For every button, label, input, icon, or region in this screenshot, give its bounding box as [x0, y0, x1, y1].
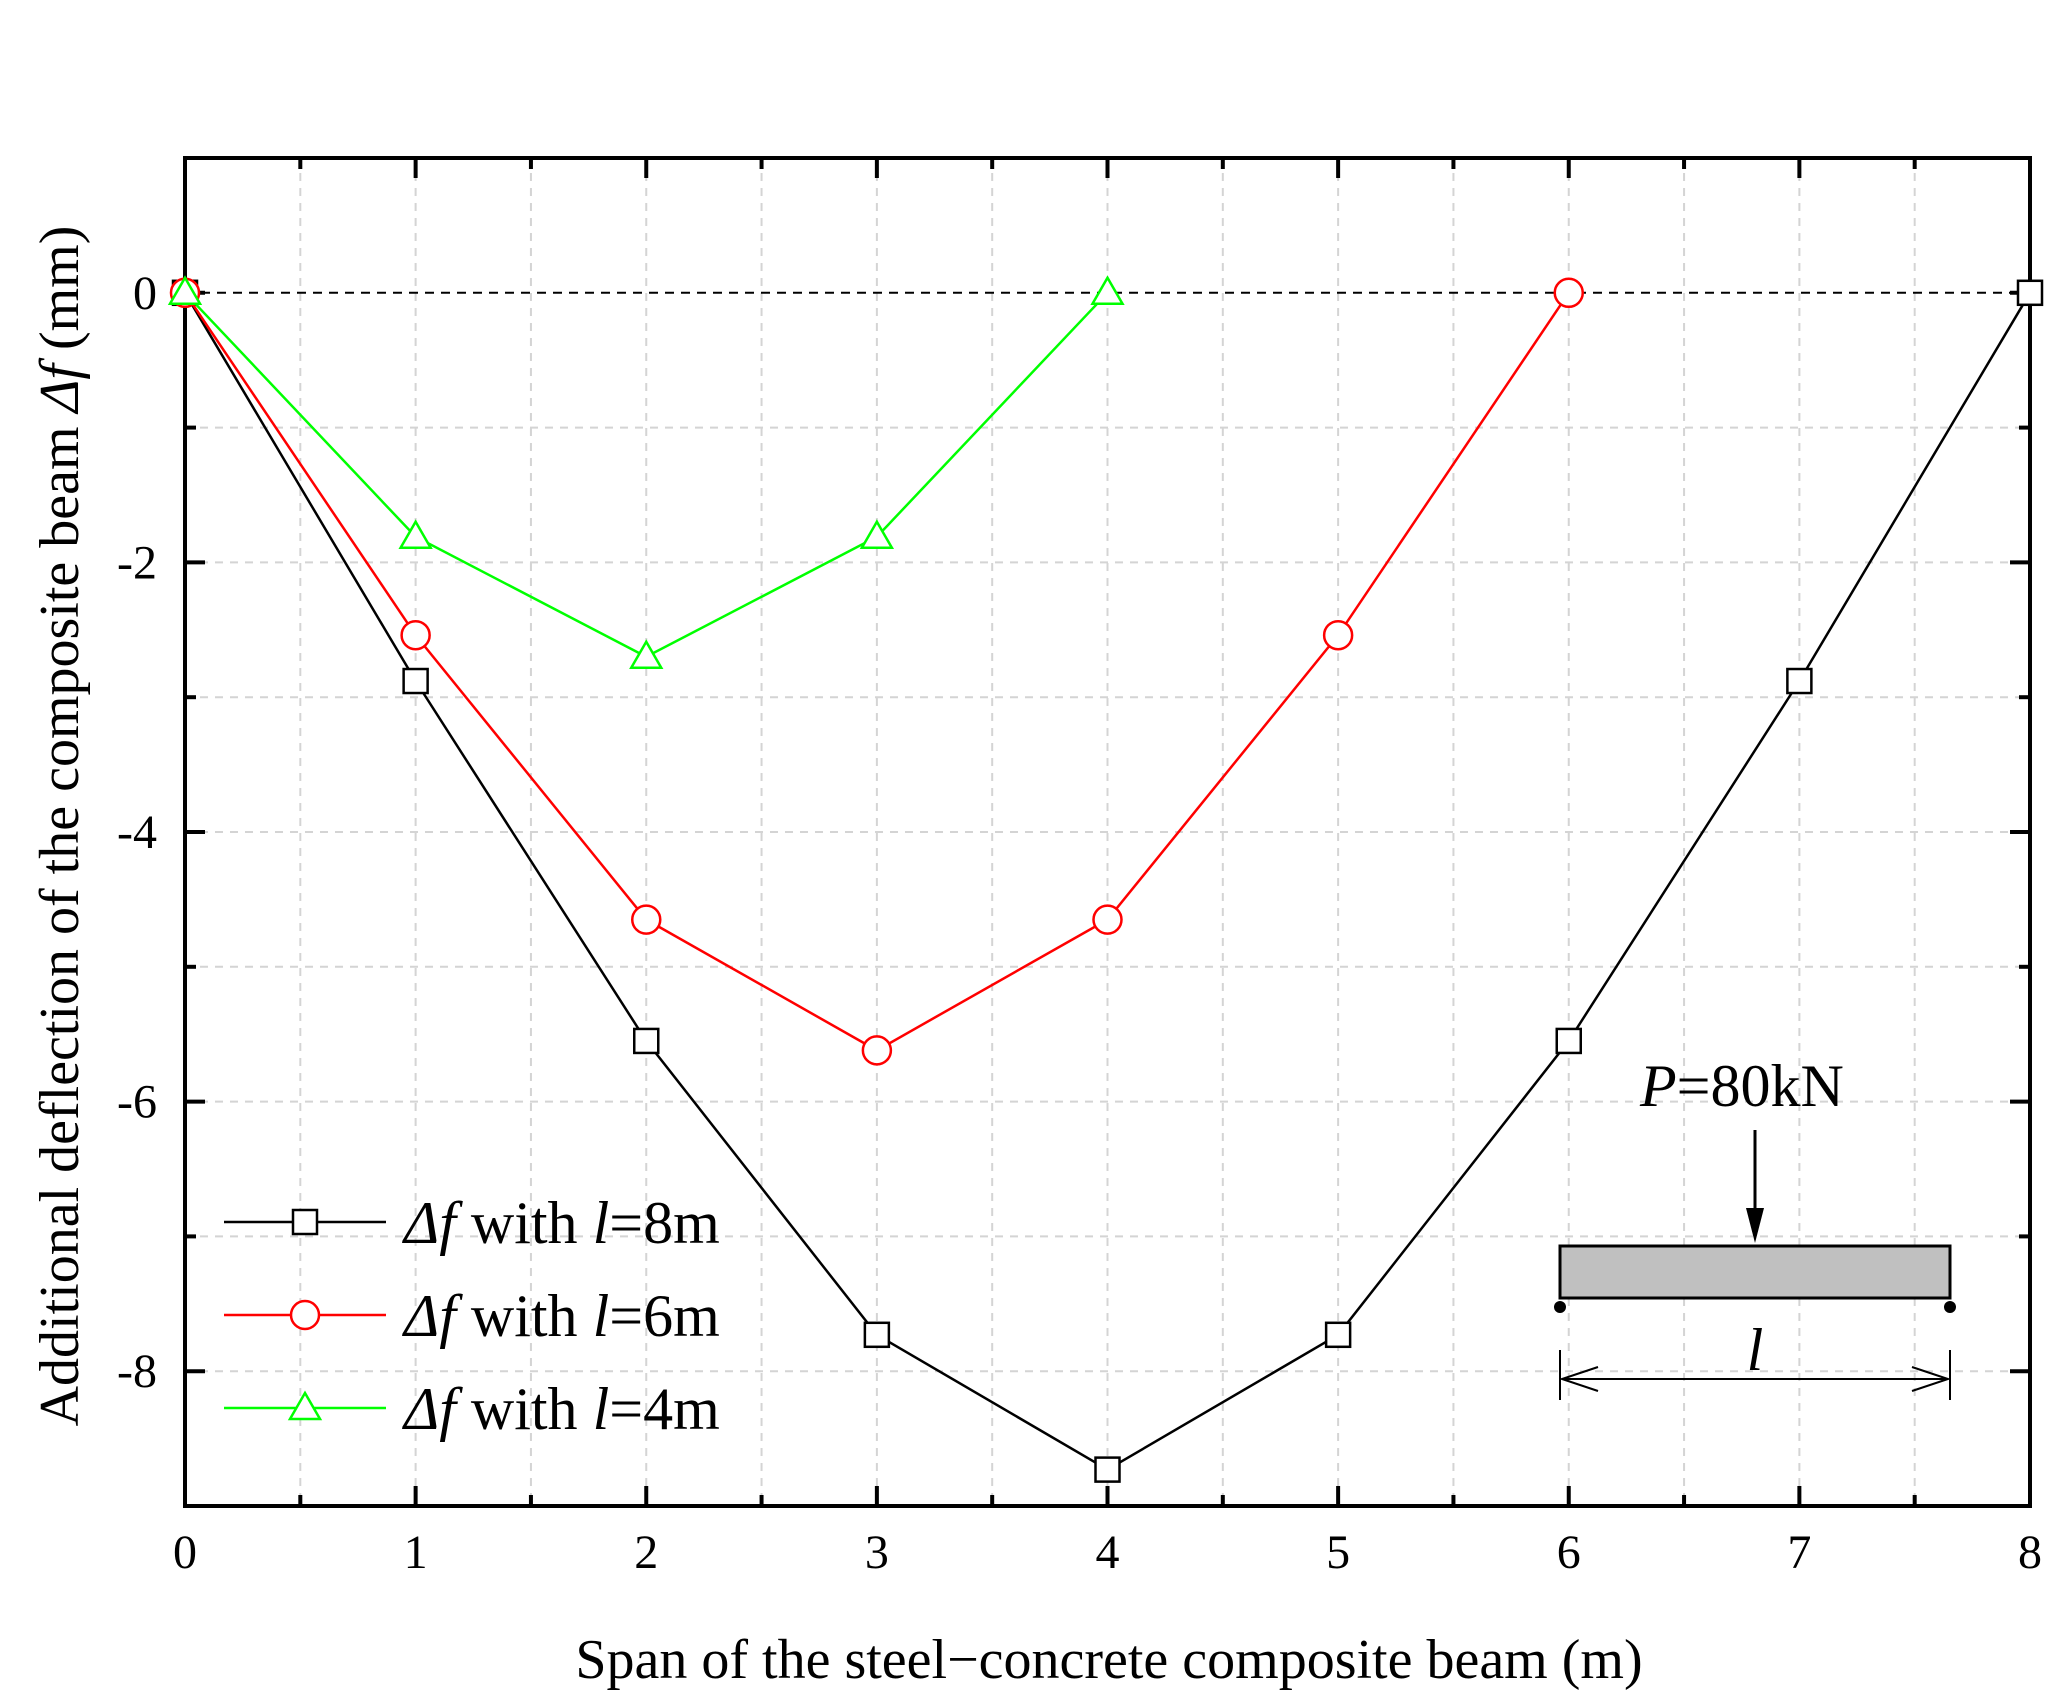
data-point-l8 — [1094, 1456, 1121, 1483]
x-axis-title: Span of the steel−concrete composite bea… — [575, 1629, 1642, 1691]
x-tick-label: 6 — [1557, 1526, 1581, 1579]
legend-marker-l4 — [287, 1390, 323, 1421]
data-point-l6 — [861, 1035, 893, 1066]
beam — [1558, 1244, 1952, 1300]
load-symbol: P — [1639, 1053, 1677, 1119]
x-tick-label: 1 — [404, 1526, 428, 1579]
legend-item-l4: Δf with l=4m — [224, 1376, 720, 1442]
data-point-l8 — [1786, 667, 1813, 695]
x-tick-label: 0 — [173, 1526, 197, 1579]
legend-label-l8: Δf with l=8m — [402, 1190, 720, 1256]
data-point-l4 — [398, 519, 433, 550]
data-point-l6 — [400, 619, 431, 651]
y-axis-title-symbol: Δf — [29, 357, 91, 415]
y-axis-title-prefix: Additional deflection of the composite b… — [29, 412, 91, 1426]
data-point-l4 — [1090, 275, 1125, 306]
data-point-l4 — [167, 275, 203, 306]
x-tick-label: 4 — [1096, 1526, 1120, 1579]
legend-item-l6: Δf with l=6m — [224, 1283, 720, 1349]
y-tick-label: -6 — [117, 1076, 157, 1129]
data-point-l8 — [1555, 1027, 1582, 1055]
y-axis-title: Additional deflection of the composite b… — [29, 226, 91, 1427]
data-point-l8 — [863, 1321, 891, 1349]
y-tick-label: -2 — [117, 536, 157, 589]
data-point-l8 — [633, 1027, 660, 1055]
data-point-l8 — [402, 667, 429, 695]
legend-item-l8: Δf with l=8m — [224, 1190, 720, 1256]
data-point-l6 — [631, 904, 662, 935]
grid-lines — [185, 158, 2030, 1506]
series-l4 — [167, 275, 1125, 670]
data-point-l4 — [859, 519, 895, 550]
legend-label-l6: Δf with l=6m — [402, 1283, 720, 1349]
x-tick-label: 3 — [865, 1526, 889, 1579]
load-value: =80kN — [1677, 1053, 1844, 1119]
x-tick-label: 5 — [1326, 1526, 1350, 1579]
span-arrow-left — [1558, 1366, 1599, 1392]
x-tick-label: 7 — [1787, 1526, 1811, 1579]
x-tick-labels: 0 1 2 3 4 5 6 7 8 — [173, 1526, 2042, 1579]
series-layer — [167, 275, 2044, 1483]
data-point-l8 — [2016, 279, 2044, 307]
beam-schematic: P=80kN l — [1554, 1053, 1956, 1400]
y-tick-label: -8 — [117, 1345, 157, 1398]
legend: Δf with l=8m Δf with l=6m Δf with l=4m — [224, 1190, 720, 1442]
plot-frame — [183, 156, 2032, 1508]
data-point-l8 — [1324, 1321, 1352, 1349]
span-label: l — [1747, 1317, 1764, 1383]
y-tick-label: -4 — [117, 806, 157, 859]
right-support — [1944, 1301, 1956, 1313]
data-point-l6 — [1322, 619, 1354, 651]
x-tick-label: 8 — [2018, 1526, 2042, 1579]
load-arrow-head — [1746, 1208, 1764, 1243]
legend-marker-l6 — [289, 1299, 321, 1331]
y-tick-label: 0 — [133, 267, 157, 320]
legend-label-l4: Δf with l=4m — [402, 1376, 720, 1442]
legend-marker-l8 — [291, 1208, 319, 1236]
left-support — [1554, 1301, 1566, 1313]
data-point-l6 — [1553, 277, 1584, 309]
span-arrow-right — [1911, 1366, 1952, 1392]
y-tick-labels: 0 -2 -4 -6 -8 — [117, 267, 157, 1398]
x-tick-label: 2 — [634, 1526, 658, 1579]
load-label: P=80kN — [1639, 1053, 1844, 1119]
data-point-l4 — [629, 639, 664, 670]
data-point-l6 — [1092, 904, 1123, 935]
y-axis-title-unit: (mm) — [29, 226, 91, 364]
